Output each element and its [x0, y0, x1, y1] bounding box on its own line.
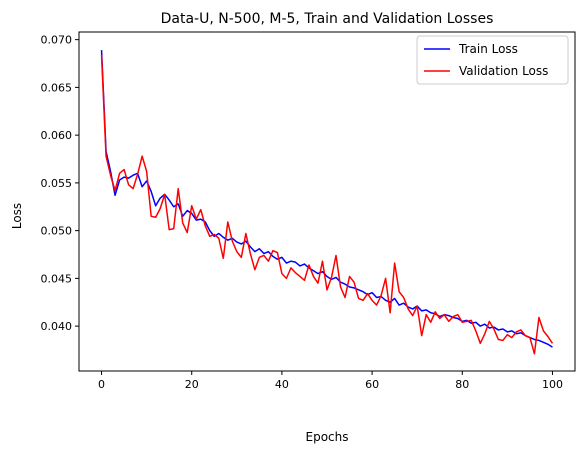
series-line-validation-loss: [100, 54, 554, 355]
x-tick-label: 100: [542, 378, 563, 391]
x-tick-label: 40: [275, 378, 289, 391]
x-tick-label: 20: [185, 378, 199, 391]
legend-box: [416, 35, 569, 85]
y-tick-label: 0.050: [41, 225, 73, 238]
legend-entry-label: Train Loss: [458, 42, 518, 56]
x-axis: 0 20 40 60 80 100: [98, 371, 563, 391]
chart-title: Data-U, N-500, M-5, Train and Validation…: [161, 11, 494, 27]
legend: Train Loss Validation Loss: [416, 35, 569, 85]
y-tick-label: 0.060: [41, 129, 73, 142]
y-axis: 0.040 0.045 0.050 0.055 0.060 0.065 0.070: [41, 34, 79, 333]
y-tick-label: 0.055: [41, 177, 73, 190]
plot-frame: [78, 31, 576, 372]
series-line-train-loss: [100, 50, 553, 348]
x-axis-label: Epochs: [306, 430, 349, 444]
x-tick-label: 80: [455, 378, 469, 391]
y-tick-label: 0.065: [41, 81, 73, 94]
y-axis-label: Loss: [10, 203, 24, 229]
plot-area: [100, 50, 554, 355]
x-tick-label: 60: [365, 378, 379, 391]
x-tick-label: 0: [98, 378, 105, 391]
y-tick-label: 0.070: [41, 34, 73, 47]
y-tick-label: 0.045: [41, 272, 73, 285]
legend-entry-label: Validation Loss: [459, 64, 548, 78]
y-tick-label: 0.040: [41, 320, 73, 333]
